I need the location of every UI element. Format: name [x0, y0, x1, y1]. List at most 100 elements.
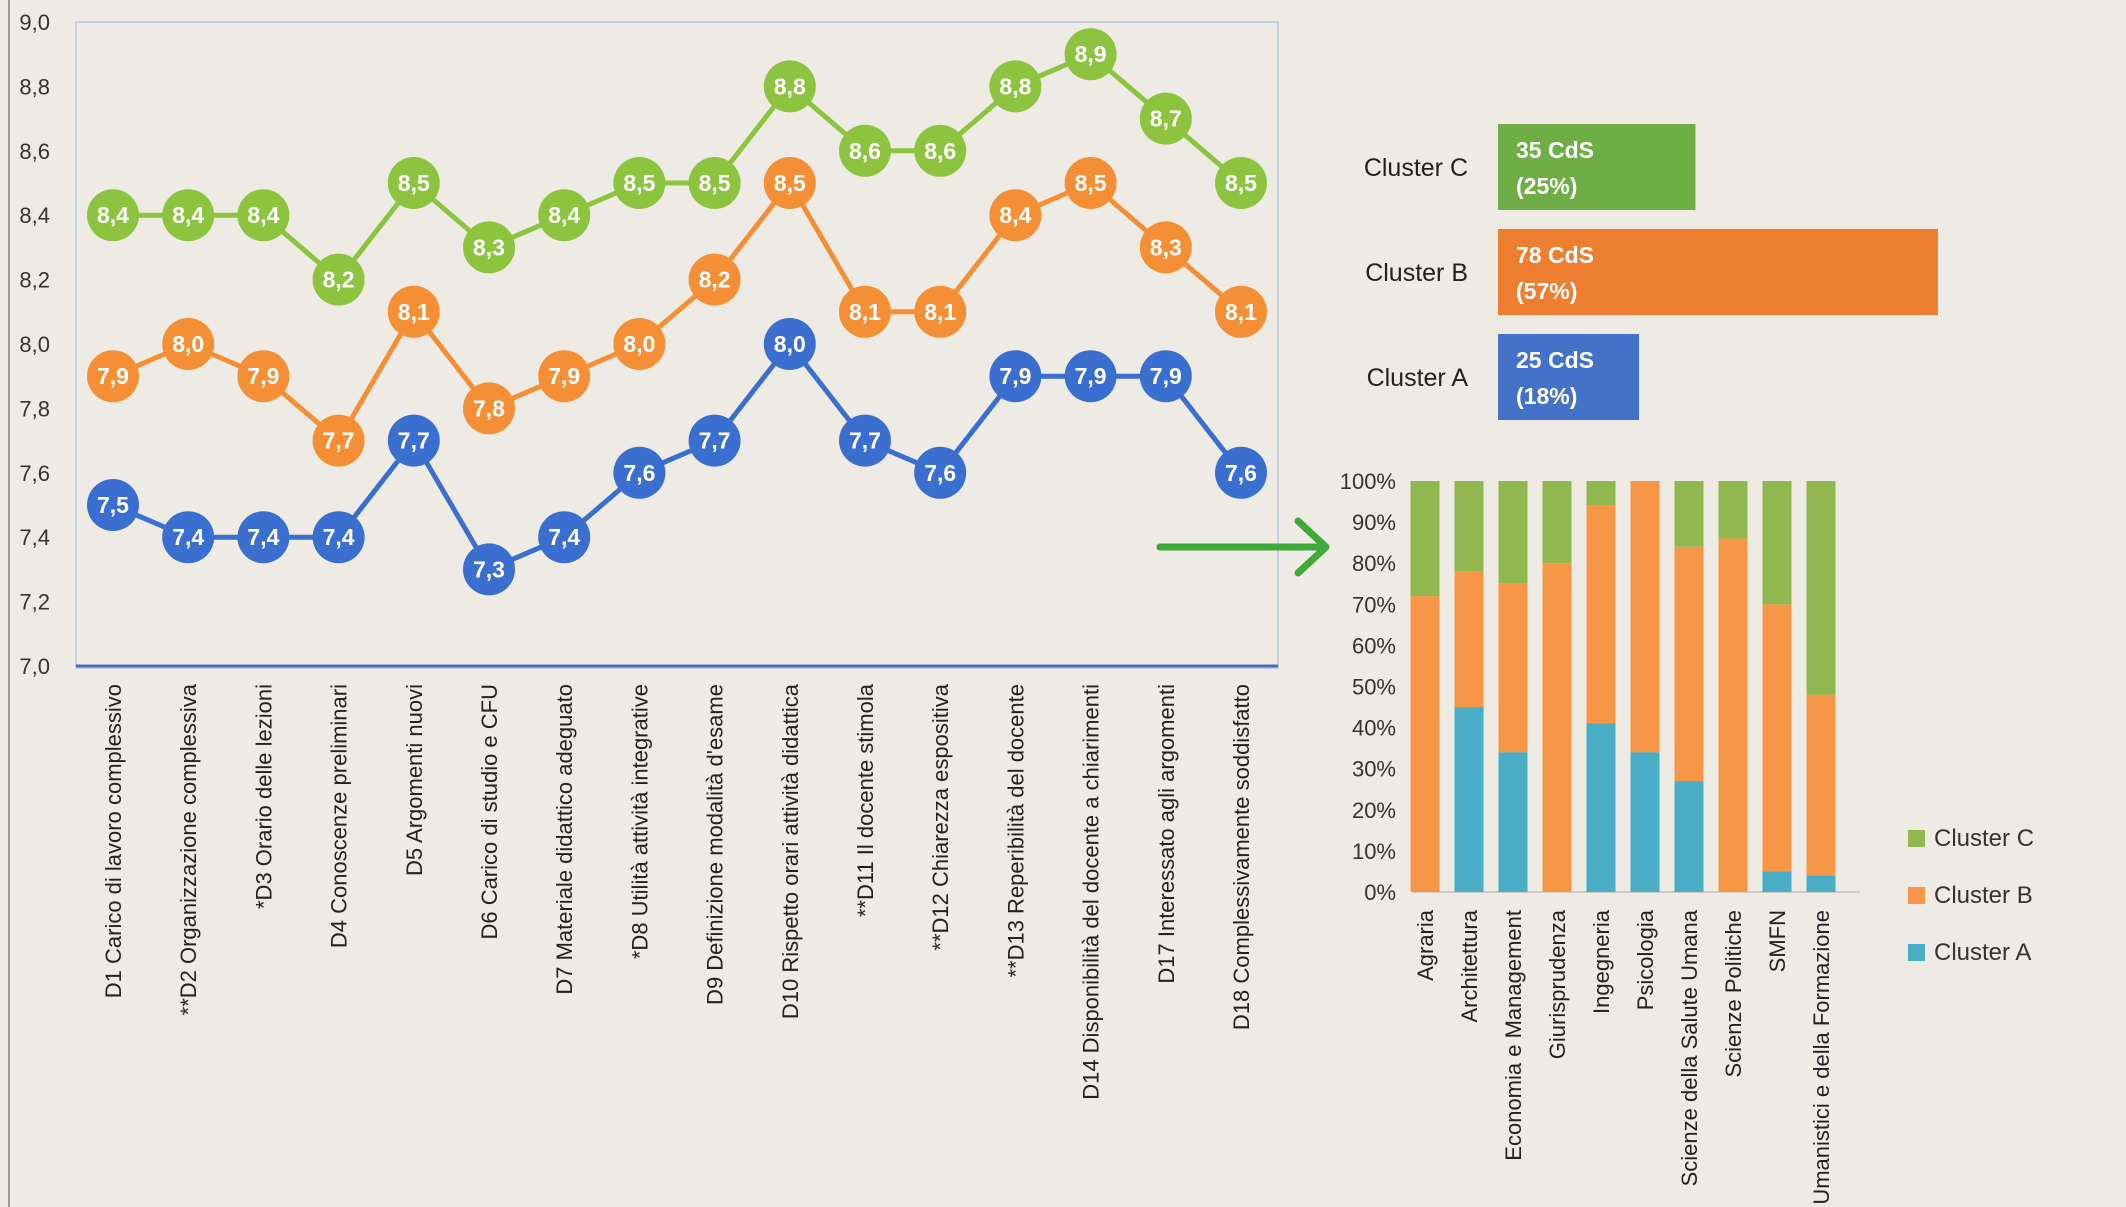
data-label: 8,2 — [323, 267, 355, 293]
stacked-bar-chart: 0% 10% 20% 30% 40% 50% 60% 70% 80% 90% 100% Agraria… — [1340, 469, 2034, 1207]
y-tick-label: 70% — [1352, 592, 1396, 617]
data-label: 8,9 — [1075, 41, 1107, 67]
x-category-label: Studi Umanistici e della Formazione — [1809, 910, 1834, 1207]
x-category-label: D5 Argomenti nuovi — [402, 684, 427, 876]
stack-segment — [1674, 781, 1704, 892]
data-label: 7,4 — [548, 524, 580, 550]
y-tick-label: 7,6 — [19, 461, 50, 486]
arrow-icon — [1156, 517, 1330, 577]
x-category-label: D1 Carico di lavoro complessivo — [101, 684, 126, 998]
y-tick-label: 8,2 — [19, 268, 50, 293]
data-point — [763, 157, 816, 209]
data-label: 8,8 — [774, 73, 806, 99]
data-point — [463, 543, 515, 596]
data-point — [162, 511, 215, 564]
data-label: 8,3 — [473, 234, 505, 260]
legend-swatch — [1908, 830, 1925, 847]
data-label: 8,5 — [623, 170, 655, 196]
data-label: 7,9 — [548, 363, 580, 389]
stack-segment — [1498, 583, 1528, 753]
data-label: 7,6 — [1225, 460, 1257, 486]
data-point — [763, 318, 816, 370]
data-label: 8,8 — [999, 73, 1031, 99]
stack-segment — [1806, 875, 1836, 892]
legend-label: Cluster B — [1934, 882, 2033, 909]
y-tick-label: 9,0 — [19, 10, 50, 35]
data-label: 8,5 — [398, 170, 430, 196]
x-category-label: **D11 Il docente stimola — [853, 683, 878, 917]
data-label: 8,7 — [1150, 106, 1182, 132]
data-label: 7,5 — [97, 492, 129, 518]
y-tick-label: 7,4 — [19, 525, 50, 550]
stack-segment — [1542, 481, 1572, 564]
y-tick-label: 100% — [1340, 469, 1396, 494]
stack-segment — [1454, 571, 1484, 708]
data-label: 8,0 — [623, 331, 655, 357]
x-category-label: Psicologia — [1633, 909, 1658, 1010]
data-point — [87, 479, 139, 531]
stack-segment — [1762, 871, 1792, 892]
x-category-label: D14 Disponibilità del docente a chiarime… — [1079, 684, 1104, 1100]
data-point — [162, 318, 215, 370]
data-point — [989, 189, 1042, 242]
cluster-label: Cluster C — [1364, 154, 1468, 182]
legend-swatch — [1908, 887, 1925, 904]
data-point — [839, 285, 891, 338]
cluster-label: Cluster A — [1367, 364, 1469, 392]
data-point — [914, 446, 967, 499]
legend-swatch — [1908, 944, 1925, 961]
stack-segment — [1806, 694, 1836, 876]
x-category-label: *D3 Orario delle lezioni — [251, 684, 276, 909]
data-point — [989, 60, 1042, 113]
data-label: 7,6 — [924, 460, 956, 486]
stack-segment — [1630, 752, 1660, 892]
data-label: 7,9 — [1075, 363, 1107, 389]
cluster-label: Cluster B — [1365, 259, 1468, 287]
y-tick-label: 30% — [1352, 757, 1396, 782]
stack-segment — [1542, 563, 1572, 892]
stack-segment — [1454, 481, 1484, 572]
stack-segment — [1410, 481, 1440, 597]
data-label: 8,0 — [172, 331, 204, 357]
data-label: 8,1 — [1225, 299, 1257, 325]
legend-label: Cluster A — [1934, 939, 2031, 966]
data-label: 8,4 — [548, 202, 580, 228]
data-point — [613, 318, 666, 370]
data-label: 8,6 — [849, 138, 881, 164]
stack-segment — [1410, 596, 1440, 892]
data-label: 8,4 — [247, 202, 279, 228]
y-tick-label: 7,0 — [19, 654, 50, 679]
y-tick-label: 8,0 — [19, 332, 50, 357]
data-label: 7,4 — [172, 524, 204, 550]
stack-segment — [1718, 481, 1748, 539]
y-tick-label: 7,8 — [19, 396, 50, 421]
stack-segment — [1586, 481, 1616, 506]
y-tick-label: 90% — [1352, 510, 1396, 535]
data-point — [914, 124, 967, 177]
cluster-bar — [1498, 229, 1938, 315]
x-category-label: Giurisprudenza — [1545, 909, 1570, 1059]
series-line — [112, 341, 1243, 572]
data-point — [1139, 350, 1192, 403]
data-point — [387, 157, 440, 209]
stack-segment — [1498, 481, 1528, 584]
x-category-label: Scienze Politiche — [1721, 910, 1746, 1078]
data-point — [312, 414, 365, 467]
bar-value-label: 25 CdS — [1516, 347, 1594, 373]
data-point — [613, 446, 666, 499]
bar-value-label: 78 CdS — [1516, 242, 1594, 268]
data-point — [538, 350, 591, 403]
x-category-label: D18 Complessivamente soddisfatto — [1229, 684, 1254, 1030]
data-label: 8,1 — [398, 299, 430, 325]
data-label: 8,4 — [172, 202, 204, 228]
data-label: 8,5 — [1075, 170, 1107, 196]
x-category-label: D9 Definizione modalità d'esame — [703, 684, 728, 1005]
x-category-label: **D12 Chiarezza espositiva — [928, 683, 953, 950]
y-tick-label: 80% — [1352, 551, 1396, 576]
stack-segment — [1498, 752, 1528, 892]
data-point — [839, 414, 891, 467]
y-tick-label: 8,6 — [19, 139, 50, 164]
data-point — [538, 189, 591, 242]
